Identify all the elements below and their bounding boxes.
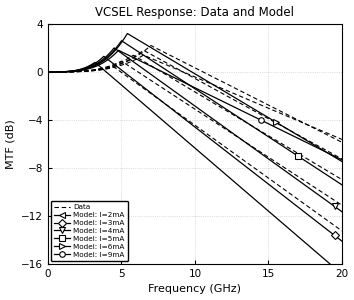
Title: VCSEL Response: Data and Model: VCSEL Response: Data and Model (96, 6, 295, 19)
X-axis label: Frequency (GHz): Frequency (GHz) (148, 284, 241, 294)
Legend: Data, Model: I=2mA, Model: I=3mA, Model: I=4mA, Model: I=5mA, Model: I=6mA, Mode: Data, Model: I=2mA, Model: I=3mA, Model:… (51, 201, 128, 261)
Y-axis label: MTF (dB): MTF (dB) (6, 119, 16, 169)
